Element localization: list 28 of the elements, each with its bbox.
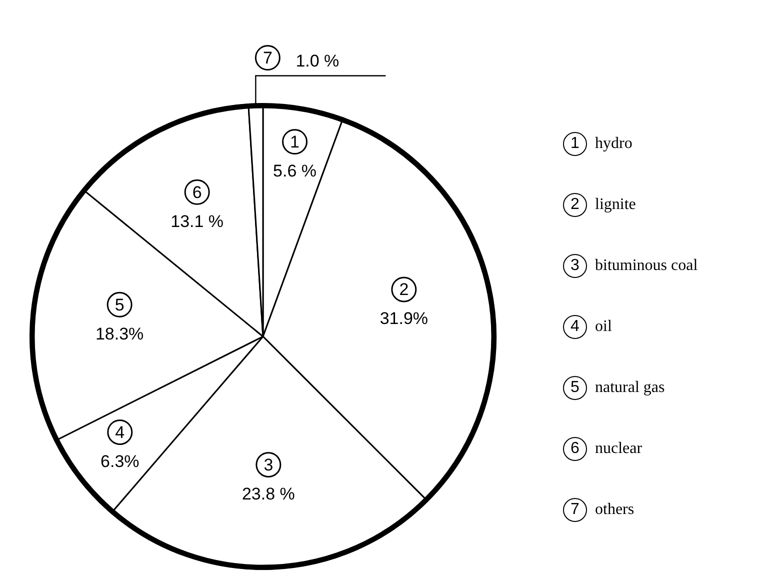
text: 5 (114, 295, 124, 314)
legend-label: hydro (595, 134, 632, 152)
legend-label: nuclear (595, 440, 642, 458)
text: 6 (192, 182, 202, 202)
text: 5 (570, 378, 580, 396)
data-label: 6.3% (100, 452, 140, 471)
data-label: 18.3% (95, 324, 144, 344)
legend-label: lignite (595, 196, 636, 214)
legend-label: oil (595, 318, 612, 336)
data-label: 31.9% (380, 309, 428, 328)
text: 2 (570, 196, 580, 212)
legend-label: others (595, 500, 634, 518)
text: 1 (290, 132, 300, 152)
text: 7 (262, 48, 272, 68)
text: 4 (115, 422, 125, 442)
data-label: 23.8 % (242, 484, 295, 504)
text: 3 (264, 455, 274, 474)
data-label: 5.6 % (273, 161, 317, 180)
text: 6 (570, 440, 580, 456)
text: 2 (399, 280, 409, 300)
data-label: 13.1 % (170, 212, 224, 231)
data-label: 1.0 % (296, 51, 340, 70)
text: 3 (570, 256, 580, 274)
text: 4 (570, 318, 580, 334)
text: 7 (570, 500, 580, 518)
text: 1 (570, 134, 580, 152)
legend-label: bituminous coal (595, 256, 698, 274)
legend-label: natural gas (595, 378, 665, 396)
